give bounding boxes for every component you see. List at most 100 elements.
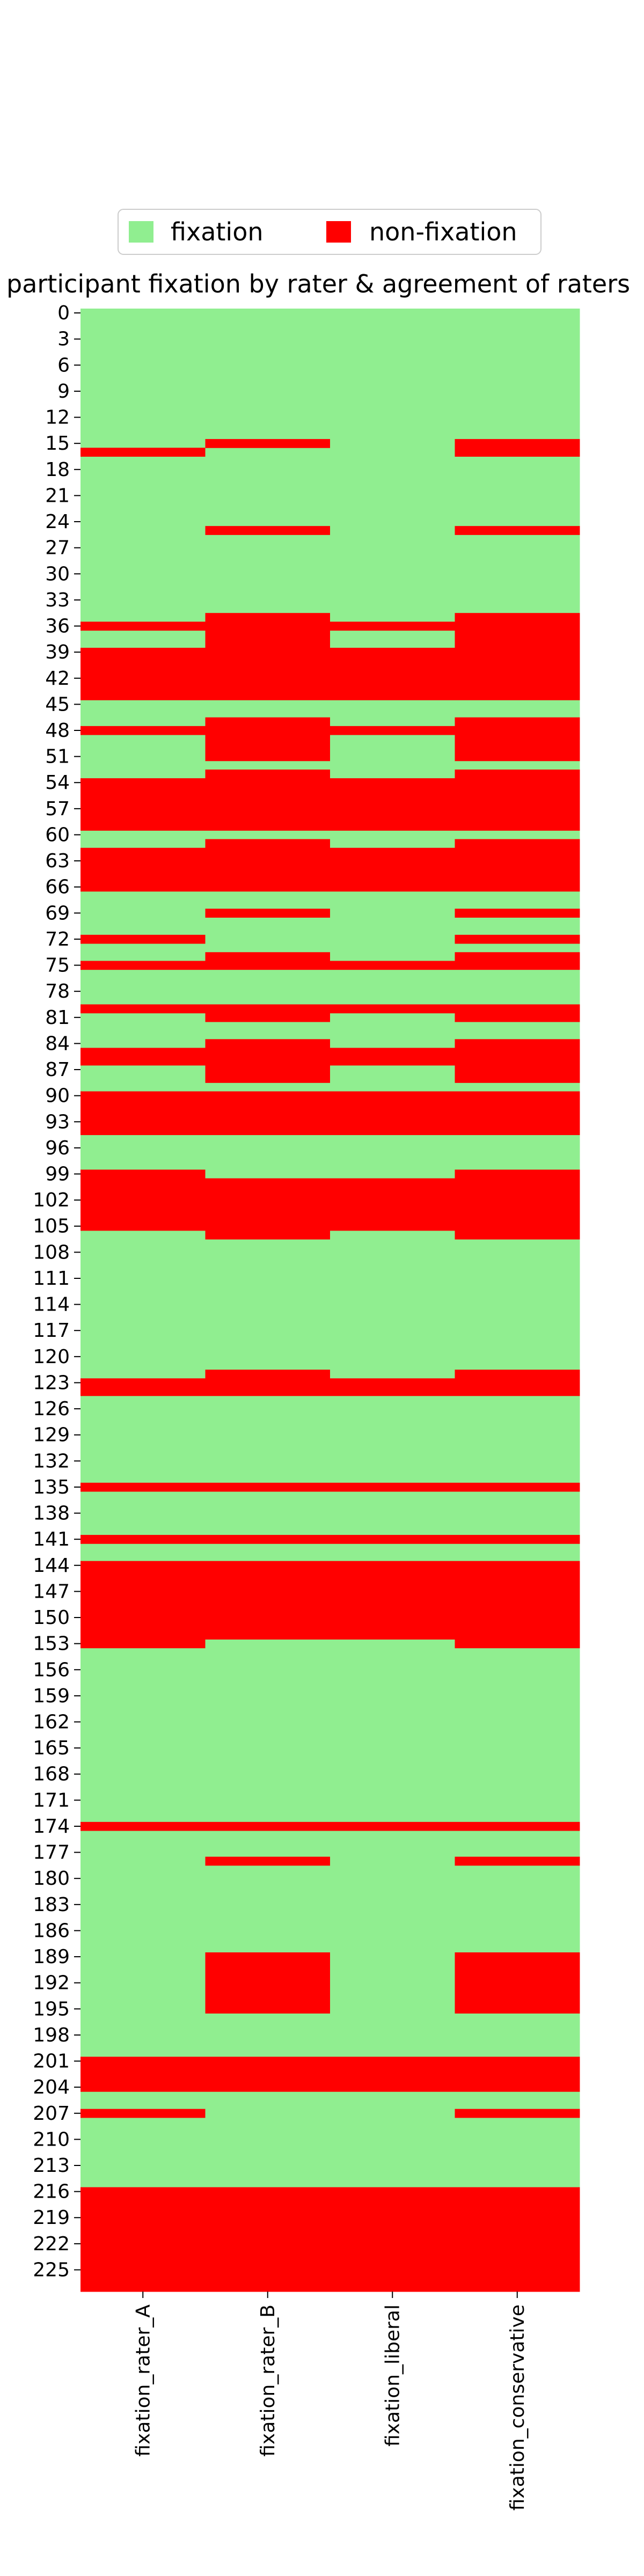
heatmap-cell — [455, 1821, 580, 1831]
y-tick-label: 192 — [33, 1972, 70, 1994]
heatmap-cell — [205, 839, 331, 848]
heatmap-cell — [80, 813, 206, 822]
legend-label-fixation: fixation — [171, 217, 264, 246]
heatmap-cell — [455, 2074, 580, 2083]
heatmap-cell — [455, 2196, 580, 2205]
y-tick-label: 105 — [33, 1216, 70, 1238]
y-tick-label: 18 — [45, 459, 70, 481]
heatmap-cell — [80, 674, 206, 683]
heatmap-cell — [330, 682, 455, 692]
heatmap-cell — [80, 1221, 206, 1231]
heatmap-cell — [205, 961, 331, 970]
heatmap-cell — [205, 1221, 331, 1231]
heatmap-cell — [330, 2213, 455, 2222]
y-tick-label: 150 — [33, 1607, 70, 1629]
heatmap-cell — [205, 1370, 331, 1379]
heatmap-cell — [455, 1204, 580, 1213]
y-tick-label: 84 — [45, 1033, 70, 1055]
y-tick-label: 24 — [45, 511, 70, 533]
heatmap-cell — [205, 1178, 331, 1188]
heatmap-cell — [330, 2248, 455, 2257]
heatmap-cell — [455, 2274, 580, 2284]
heatmap-cell — [205, 656, 331, 665]
heatmap-cell — [80, 2187, 206, 2197]
heatmap-cell — [455, 613, 580, 622]
heatmap-cell — [455, 934, 580, 944]
y-tick-label: 75 — [45, 955, 70, 977]
heatmap-cell — [80, 787, 206, 796]
heatmap-cell — [330, 2204, 455, 2214]
heatmap-cell — [330, 726, 455, 735]
heatmap-cell — [455, 1221, 580, 1231]
y-tick-label: 153 — [33, 1633, 70, 1655]
heatmap-cell — [455, 822, 580, 831]
heatmap-cell — [330, 1604, 455, 1614]
heatmap-cell — [205, 639, 331, 648]
heatmap-cell — [80, 1613, 206, 1622]
heatmap-cell — [455, 1169, 580, 1179]
heatmap-cell — [455, 2204, 580, 2214]
heatmap-cell — [205, 1995, 331, 2005]
heatmap-cell — [80, 1126, 206, 1136]
heatmap-cell — [455, 874, 580, 883]
heatmap-cell — [330, 874, 455, 883]
heatmap-cell — [330, 1535, 455, 1544]
heatmap-cell — [80, 934, 206, 944]
heatmap-cell — [330, 1117, 455, 1126]
heatmap-cell — [455, 1126, 580, 1136]
x-tick-label: fixation_rater_B — [257, 2304, 279, 2457]
heatmap-cell — [205, 1987, 331, 1996]
heatmap-cell — [455, 847, 580, 857]
legend-swatch-fixation — [129, 221, 153, 243]
heatmap-cells — [80, 309, 580, 2292]
heatmap-cell — [80, 665, 206, 675]
heatmap-cell — [80, 1604, 206, 1614]
y-tick-label: 99 — [45, 1163, 70, 1185]
y-tick-label: 183 — [33, 1894, 70, 1916]
heatmap-cell — [455, 1074, 580, 1083]
y-tick-label: 90 — [45, 1085, 70, 1107]
heatmap-cell — [455, 1569, 580, 1579]
y-tick-label: 51 — [45, 746, 70, 768]
heatmap-cell — [455, 735, 580, 744]
heatmap-cell — [80, 1169, 206, 1179]
heatmap-cell — [330, 1100, 455, 1109]
heatmap-cell — [80, 691, 206, 700]
heatmap-cell — [455, 621, 580, 631]
y-tick-label: 225 — [33, 2259, 70, 2281]
heatmap-cell — [455, 1613, 580, 1622]
heatmap-cell — [455, 439, 580, 448]
heatmap-cell — [455, 1482, 580, 1492]
heatmap-cell — [80, 2274, 206, 2284]
heatmap-cell — [330, 804, 455, 814]
heatmap-cell — [205, 1213, 331, 1223]
y-tick-label: 48 — [45, 720, 70, 742]
y-tick-label: 0 — [57, 302, 70, 324]
y-tick-label: 132 — [33, 1450, 70, 1472]
heatmap-cell — [205, 630, 331, 640]
heatmap-cell — [455, 1952, 580, 1962]
y-tick-label: 207 — [33, 2103, 70, 2125]
heatmap-cell — [205, 735, 331, 744]
heatmap-cell — [455, 726, 580, 735]
heatmap-cell — [80, 1100, 206, 1109]
y-tick-label: 171 — [33, 1789, 70, 1811]
heatmap-cell — [205, 2282, 331, 2292]
heatmap-cell — [80, 778, 206, 787]
heatmap-cell — [80, 856, 206, 866]
heatmap-cell — [330, 1387, 455, 1396]
heatmap-cell — [205, 1100, 331, 1109]
heatmap-cell — [205, 2074, 331, 2083]
y-tick-label: 30 — [45, 563, 70, 585]
y-tick-label: 201 — [33, 2051, 70, 2073]
heatmap-cell — [455, 1587, 580, 1597]
heatmap-cell — [455, 717, 580, 727]
heatmap-cell — [205, 752, 331, 762]
y-tick-label: 69 — [45, 902, 70, 924]
heatmap-cell — [205, 674, 331, 683]
heatmap-cell — [330, 674, 455, 683]
heatmap-cell — [330, 856, 455, 866]
y-tick-label: 117 — [33, 1320, 70, 1342]
y-tick-label: 63 — [45, 850, 70, 872]
heatmap-cell — [455, 691, 580, 700]
